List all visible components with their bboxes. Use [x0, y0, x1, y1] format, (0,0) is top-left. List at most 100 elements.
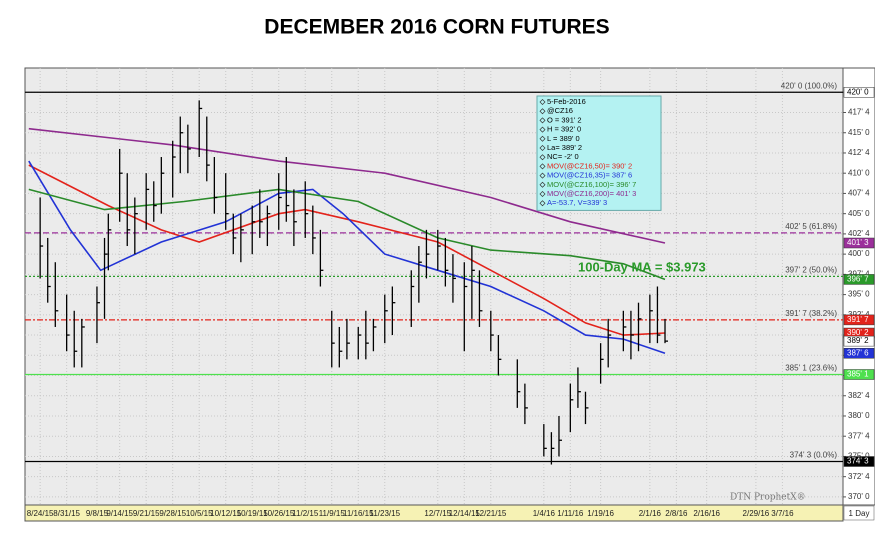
info-box-line: MOV(@CZ16,100)= 396' 7 — [547, 180, 636, 189]
info-box-line: MOV(@CZ16,50)= 390' 2 — [547, 161, 632, 170]
info-box-line: NC= -2' 0 — [547, 152, 579, 161]
x-tick-label: 9/28/15 — [159, 509, 186, 518]
level-label: 397' 2 (50.0%) — [785, 265, 837, 274]
info-box-bullet — [539, 163, 546, 170]
y-tick-label: 380' 0 — [848, 411, 870, 420]
price-marker — [843, 237, 875, 249]
price-marker-label: 391' 7 — [847, 315, 869, 324]
interval-label: 1 Day — [849, 509, 870, 518]
price-marker — [843, 87, 875, 98]
annotation: 100-Day MA = $3.973 — [578, 259, 706, 274]
info-box-line: MOV(@CZ16,200)= 401' 3 — [547, 189, 636, 198]
level-label: 385' 1 (23.6%) — [785, 364, 837, 373]
info-box-bullet — [539, 117, 546, 124]
level-label: 374' 3 (0.0%) — [790, 451, 838, 460]
price-marker-label: 385' 1 — [847, 370, 869, 379]
price-marker-label: 390' 2 — [847, 328, 869, 337]
price-marker — [843, 456, 875, 467]
price-marker-label: 396' 7 — [847, 275, 869, 284]
price-marker — [843, 274, 875, 285]
y-tick-label: 397' 4 — [848, 269, 870, 278]
y-tick-label: 407' 4 — [848, 189, 870, 198]
x-tick-label: 8/24/15 — [27, 509, 54, 518]
y-tick-label: 417' 4 — [848, 108, 870, 117]
level-label: 402' 5 (61.8%) — [785, 222, 837, 231]
date-axis-area — [24, 504, 844, 522]
y-tick-label: 370' 0 — [848, 492, 870, 501]
x-tick-label: 1/19/16 — [587, 509, 614, 518]
y-tick-label: 377' 4 — [848, 431, 870, 440]
watermark: DTN ProphetX® — [730, 493, 806, 503]
x-tick-label: 10/5/15 — [186, 509, 213, 518]
info-box-bullet — [539, 108, 546, 115]
x-tick-label: 12/14/15 — [449, 509, 481, 518]
x-tick-label: 9/8/15 — [86, 509, 109, 518]
moving-average-line — [28, 188, 666, 281]
price-marker-label: 389' 2 — [847, 336, 869, 345]
price-marker — [843, 369, 875, 380]
info-box-line: L = 389' 0 — [547, 134, 580, 143]
info-box-line: @CZ16 — [547, 106, 573, 115]
price-marker — [843, 314, 875, 326]
x-tick-label: 10/19/15 — [237, 509, 269, 518]
x-tick-label: 11/16/15 — [343, 509, 374, 518]
x-tick-label: 1/11/16 — [557, 509, 584, 518]
chart-title: DECEMBER 2016 CORN FUTURES — [264, 16, 609, 39]
info-box-bullet — [539, 191, 546, 197]
y-tick-label: 415' 0 — [848, 128, 870, 137]
info-box-bullet — [539, 126, 546, 133]
x-tick-label: 2/8/16 — [665, 509, 688, 518]
x-tick-label: 12/21/15 — [475, 509, 507, 518]
y-tick-label: 400' 0 — [848, 249, 870, 258]
info-box-line: MOV(@CZ16,35)= 387' 6 — [547, 171, 632, 180]
x-tick-label: 9/21/15 — [133, 509, 160, 518]
info-box-bullet — [539, 200, 546, 207]
x-tick-label: 3/7/16 — [771, 509, 794, 518]
info-box-line: H = 392' 0 — [547, 125, 581, 134]
y-tick-label: 372' 4 — [848, 472, 870, 481]
price-axis-area — [842, 67, 875, 506]
x-tick-label: 8/31/15 — [53, 509, 80, 518]
x-tick-label: 1/4/16 — [533, 509, 556, 518]
y-tick-label: 375' 0 — [848, 452, 870, 461]
x-tick-label: 11/23/15 — [369, 509, 400, 518]
x-tick-label: 11/9/15 — [319, 509, 346, 518]
moving-average-line — [28, 160, 666, 355]
plot-area — [24, 67, 844, 506]
y-tick-label: 395' 0 — [848, 290, 870, 299]
moving-average-line — [28, 164, 666, 336]
info-box-bullet — [539, 172, 546, 179]
price-marker-label: 387' 6 — [847, 348, 869, 357]
x-tick-label: 12/7/15 — [424, 509, 451, 518]
level-label: 391' 7 (38.2%) — [785, 309, 837, 318]
y-tick-label: 405' 0 — [848, 209, 870, 218]
y-tick-label: 412' 4 — [848, 148, 870, 157]
interval-box — [843, 505, 875, 521]
info-box-bullet — [539, 154, 546, 161]
price-marker — [843, 335, 875, 347]
x-tick-label: 2/29/16 — [743, 509, 770, 518]
price-marker — [843, 348, 875, 359]
x-tick-label: 10/12/15 — [210, 509, 242, 518]
info-box-bullet — [539, 181, 546, 188]
info-box-line: A=-53.7, V=339' 3 — [547, 198, 607, 207]
info-box — [536, 95, 662, 211]
y-tick-label: 382' 4 — [848, 391, 870, 400]
y-tick-label: 392' 4 — [848, 310, 870, 319]
x-tick-label: 2/16/16 — [693, 509, 720, 518]
info-box-line: La= 389' 2 — [547, 143, 582, 152]
info-box-bullet — [539, 145, 546, 151]
price-marker-label: 420' 0 — [847, 87, 869, 96]
y-tick-label: 402' 4 — [848, 229, 870, 238]
info-box-line: 5-Feb-2016 — [547, 97, 586, 106]
price-marker-label: 401' 3 — [847, 238, 869, 247]
info-box-line: O = 391' 2 — [547, 115, 582, 124]
price-marker-label: 374' 3 — [847, 457, 869, 466]
level-label: 420' 0 (100.0%) — [781, 81, 838, 90]
info-box-bullet — [539, 135, 546, 142]
y-tick-label: 410' 0 — [848, 168, 870, 177]
info-box-bullet — [539, 99, 546, 105]
x-tick-label: 2/1/16 — [639, 509, 662, 518]
x-tick-label: 10/26/15 — [263, 509, 295, 518]
